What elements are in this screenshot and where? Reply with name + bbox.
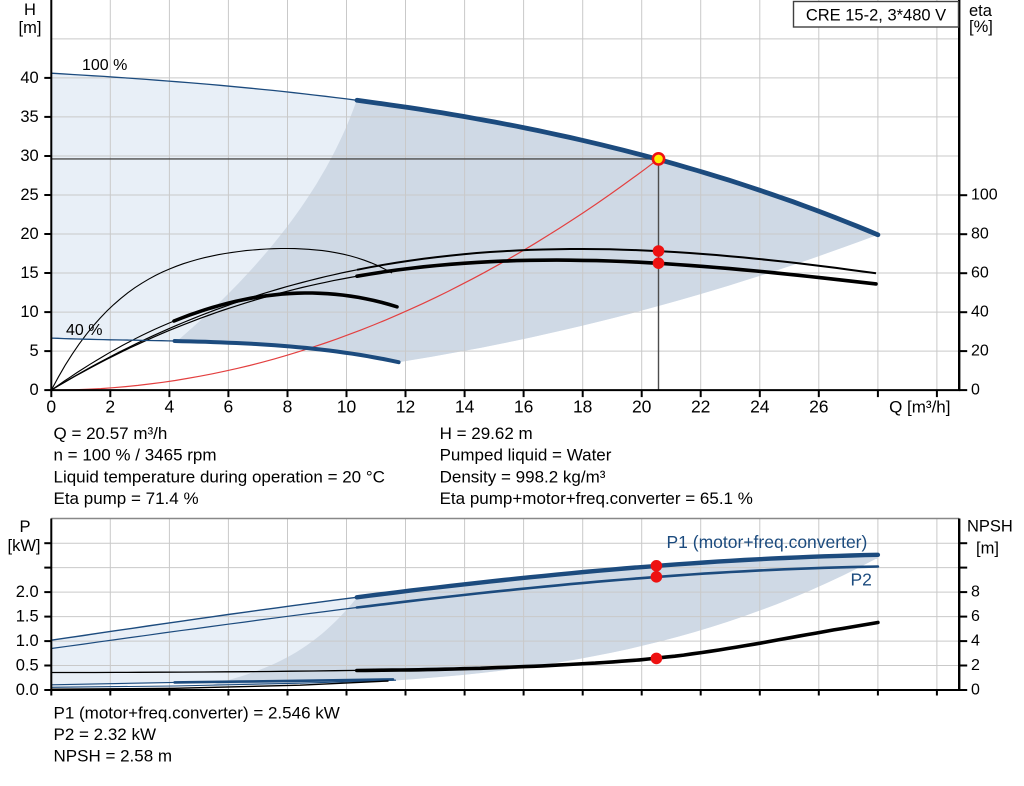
- svg-text:35: 35: [20, 108, 38, 126]
- svg-text:12: 12: [396, 397, 415, 417]
- svg-text:8: 8: [283, 397, 293, 417]
- svg-text:6: 6: [224, 397, 234, 417]
- svg-text:2: 2: [105, 397, 115, 417]
- svg-text:16: 16: [514, 397, 533, 417]
- svg-text:0: 0: [971, 681, 980, 698]
- svg-text:8: 8: [971, 584, 980, 601]
- svg-text:5: 5: [30, 342, 39, 360]
- svg-text:0.0: 0.0: [16, 681, 39, 699]
- svg-text:P2: P2: [851, 570, 872, 590]
- svg-text:NPSH: NPSH: [967, 518, 1013, 536]
- svg-text:40: 40: [971, 304, 989, 321]
- svg-text:P1 (motor+freq.converter): P1 (motor+freq.converter): [667, 532, 868, 552]
- svg-text:100 %: 100 %: [82, 57, 127, 74]
- svg-text:18: 18: [573, 397, 592, 417]
- svg-text:0: 0: [46, 397, 56, 417]
- svg-text:CRE 15-2, 3*480 V: CRE 15-2, 3*480 V: [806, 7, 946, 25]
- svg-text:100: 100: [971, 187, 998, 204]
- svg-text:0: 0: [30, 381, 39, 399]
- svg-text:24: 24: [750, 397, 770, 417]
- svg-text:P: P: [19, 518, 30, 536]
- svg-text:H: H: [24, 1, 36, 19]
- svg-text:Liquid temperature during oper: Liquid temperature during operation = 20…: [54, 467, 385, 486]
- svg-text:NPSH = 2.58 m: NPSH = 2.58 m: [54, 747, 173, 766]
- svg-text:n = 100 % / 3465 rpm: n = 100 % / 3465 rpm: [54, 446, 217, 465]
- svg-text:26: 26: [809, 397, 828, 417]
- svg-text:1.0: 1.0: [16, 632, 39, 650]
- svg-text:Density = 998.2 kg/m³: Density = 998.2 kg/m³: [440, 467, 606, 486]
- svg-text:14: 14: [455, 397, 475, 417]
- svg-text:20: 20: [632, 397, 652, 417]
- svg-text:40 %: 40 %: [66, 322, 102, 339]
- svg-text:2.0: 2.0: [16, 583, 39, 601]
- svg-text:25: 25: [20, 186, 38, 204]
- svg-text:1.5: 1.5: [16, 608, 39, 626]
- svg-text:22: 22: [691, 397, 710, 417]
- svg-text:10: 10: [20, 303, 38, 321]
- svg-text:2: 2: [971, 657, 980, 674]
- svg-text:[kW]: [kW]: [8, 537, 41, 555]
- svg-text:0: 0: [971, 382, 980, 399]
- svg-text:Q = 20.57 m³/h: Q = 20.57 m³/h: [54, 424, 168, 443]
- svg-text:Eta pump+motor+freq.converter: Eta pump+motor+freq.converter = 65.1 %: [440, 489, 753, 508]
- svg-text:[m]: [m]: [976, 540, 999, 558]
- svg-text:6: 6: [971, 608, 980, 625]
- svg-text:Pumped liquid = Water: Pumped liquid = Water: [440, 446, 612, 465]
- svg-text:H = 29.62 m: H = 29.62 m: [440, 424, 533, 443]
- svg-text:4: 4: [165, 397, 175, 417]
- svg-text:40: 40: [20, 69, 38, 87]
- svg-text:[%]: [%]: [969, 18, 993, 36]
- svg-text:30: 30: [20, 147, 38, 165]
- svg-text:0.5: 0.5: [16, 656, 39, 674]
- svg-text:80: 80: [971, 226, 989, 243]
- svg-text:4: 4: [971, 633, 980, 650]
- svg-text:Eta pump = 71.4 %: Eta pump = 71.4 %: [54, 489, 199, 508]
- svg-text:Q [m³/h]: Q [m³/h]: [889, 398, 950, 417]
- svg-text:60: 60: [971, 265, 989, 282]
- svg-text:10: 10: [337, 397, 357, 417]
- svg-text:15: 15: [20, 264, 38, 282]
- svg-text:20: 20: [971, 343, 989, 360]
- svg-text:20: 20: [20, 225, 38, 243]
- svg-text:eta: eta: [969, 2, 993, 20]
- svg-text:[m]: [m]: [19, 19, 42, 37]
- svg-text:P2 = 2.32 kW: P2 = 2.32 kW: [54, 725, 157, 744]
- svg-text:P1 (motor+freq.converter) = 2.: P1 (motor+freq.converter) = 2.546 kW: [54, 703, 340, 722]
